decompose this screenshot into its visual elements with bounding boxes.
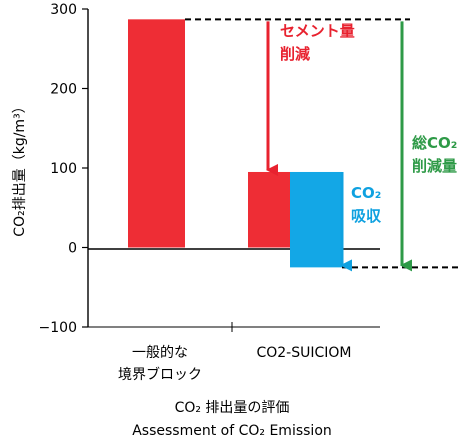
y-tick-label: 0: [68, 241, 77, 257]
bar-suiciom-absorbed-positive: [290, 171, 342, 248]
y-tick-label: 100: [50, 161, 77, 177]
y-tick-label: 200: [50, 82, 77, 98]
bar-conventional-block: [128, 19, 185, 248]
total-reduction-label-1: 総CO₂: [412, 134, 457, 152]
total-reduction-label-2: 削減量: [412, 157, 457, 175]
x-axis-label-japanese: CO₂ 排出量の評価: [175, 400, 290, 416]
y-axis-label: CO₂排出量（kg/m³）: [12, 99, 28, 236]
co2-absorption-label-1: CO₂: [351, 184, 381, 202]
co2-absorption-label-2: 吸収: [351, 207, 382, 225]
y-tick-label: 300: [50, 2, 77, 18]
category-label-suiciom: CO2-SUICIOM: [256, 345, 351, 361]
y-tick-label: −100: [39, 320, 77, 336]
bar-suiciom-cement: [248, 171, 290, 248]
x-axis-label-english: Assessment of CO₂ Emission: [132, 423, 332, 439]
category-label-conventional-1: 一般的な: [132, 345, 188, 361]
bar-suiciom-absorbed-negative: [290, 247, 342, 268]
cement-reduction-label-1: セメント量: [280, 22, 355, 40]
category-label-conventional-2: 境界ブロック: [118, 366, 202, 383]
cement-reduction-label-2: 削減: [280, 45, 310, 63]
